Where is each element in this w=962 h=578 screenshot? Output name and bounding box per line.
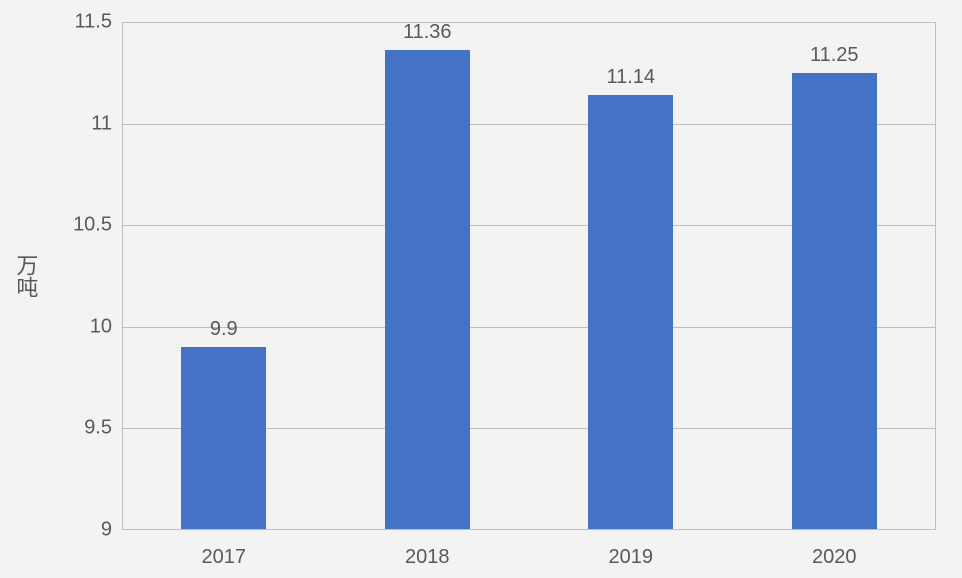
bar-value-label: 11.36 — [403, 21, 452, 44]
x-tick-label: 2020 — [812, 546, 857, 569]
x-tick-label: 2019 — [609, 546, 654, 569]
bar-value-label: 11.25 — [810, 44, 859, 67]
x-tick-label: 2018 — [405, 546, 450, 569]
bar — [792, 73, 877, 530]
y-tick-label: 9.5 — [0, 417, 112, 440]
y-tick-label: 11.5 — [0, 11, 112, 34]
plot-area: 9.9 11.36 11.14 11.25 — [122, 22, 936, 530]
y-tick-label: 9 — [0, 519, 112, 542]
x-tick-label: 2017 — [202, 546, 247, 569]
y-tick-label: 10 — [0, 315, 112, 338]
gridline — [122, 22, 936, 23]
bar — [181, 347, 266, 530]
y-tick-label: 11 — [0, 112, 112, 135]
bar — [385, 50, 470, 530]
y-tick-label: 10.5 — [0, 214, 112, 237]
bar-value-label: 11.14 — [606, 66, 655, 89]
chart-container: 万吨 9.9 11.36 11.14 11.25 9 9.5 10 10.5 11 11.5 20… — [0, 0, 962, 578]
y-axis-label: 万吨 — [12, 254, 38, 298]
bar — [588, 95, 673, 530]
bar-value-label: 9.9 — [210, 318, 238, 341]
